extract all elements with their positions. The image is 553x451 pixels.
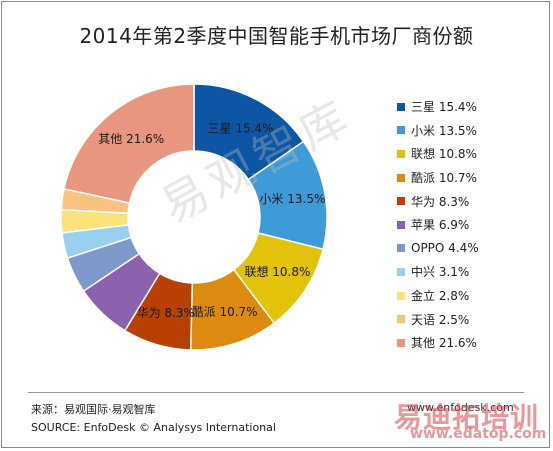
legend-item-7: 中兴 3.1%	[397, 260, 479, 284]
legend-swatch-6	[397, 244, 405, 253]
legend-item-2: 联想 10.8%	[397, 142, 479, 166]
legend-swatch-4	[397, 197, 405, 206]
legend-label-0: 三星 15.4%	[411, 100, 477, 115]
legend-swatch-3	[397, 173, 405, 182]
slice-label-3: 酷派 10.7%	[192, 305, 258, 319]
legend-item-6: OPPO 4.4%	[397, 237, 479, 261]
legend-item-9: 天语 2.5%	[397, 307, 479, 331]
legend-label-2: 联想 10.8%	[411, 147, 477, 162]
slice-label-1: 小米 13.5%	[259, 192, 325, 206]
source-cn: 来源：易观国际·易观智库	[31, 403, 156, 416]
legend-item-0: 三星 15.4%	[397, 95, 479, 119]
legend-swatch-2	[397, 149, 405, 158]
chart-legend: 三星 15.4% 小米 13.5% 联想 10.8% 酷派 10.7% 华为 8.3% 苹…	[397, 95, 479, 355]
legend-item-3: 酷派 10.7%	[397, 166, 479, 190]
legend-swatch-1	[397, 126, 405, 135]
footer-divider	[28, 392, 524, 393]
legend-label-5: 苹果 6.9%	[411, 218, 470, 233]
legend-label-9: 天语 2.5%	[411, 312, 470, 327]
legend-swatch-9	[397, 315, 405, 324]
slice-10	[63, 83, 195, 204]
corner-watermark-url: www.edatop.com	[410, 426, 547, 442]
chart-title: 2014年第2季度中国智能手机市场厂商份额	[79, 24, 474, 48]
legend-swatch-0	[397, 102, 405, 111]
legend-label-10: 其他 21.6%	[411, 336, 477, 351]
legend-label-4: 华为 8.3%	[411, 194, 470, 209]
legend-item-8: 金立 2.8%	[397, 284, 479, 308]
slice-label-4: 华为 8.3%	[137, 306, 195, 320]
legend-swatch-10	[397, 338, 405, 347]
legend-label-6: OPPO 4.4%	[411, 241, 479, 256]
legend-label-3: 酷派 10.7%	[411, 171, 477, 186]
legend-label-1: 小米 13.5%	[411, 123, 477, 138]
legend-label-7: 中兴 3.1%	[411, 265, 470, 280]
source-en: SOURCE: EnfoDesk © Analysys Internationa…	[31, 421, 276, 434]
slice-label-0: 三星 15.4%	[208, 121, 274, 135]
legend-item-4: 华为 8.3%	[397, 189, 479, 213]
slice-label-10: 其他 21.6%	[98, 132, 164, 146]
legend-item-1: 小米 13.5%	[397, 119, 479, 143]
legend-item-5: 苹果 6.9%	[397, 213, 479, 237]
legend-label-8: 金立 2.8%	[411, 289, 470, 304]
legend-swatch-7	[397, 267, 405, 276]
legend-item-10: 其他 21.6%	[397, 331, 479, 355]
slice-label-2: 联想 10.8%	[244, 264, 310, 279]
site-url: www.enfodesk.com	[407, 401, 514, 414]
corner-watermark-text: 易迪拓培训	[394, 401, 540, 434]
legend-swatch-8	[397, 291, 405, 300]
legend-swatch-5	[397, 220, 405, 229]
